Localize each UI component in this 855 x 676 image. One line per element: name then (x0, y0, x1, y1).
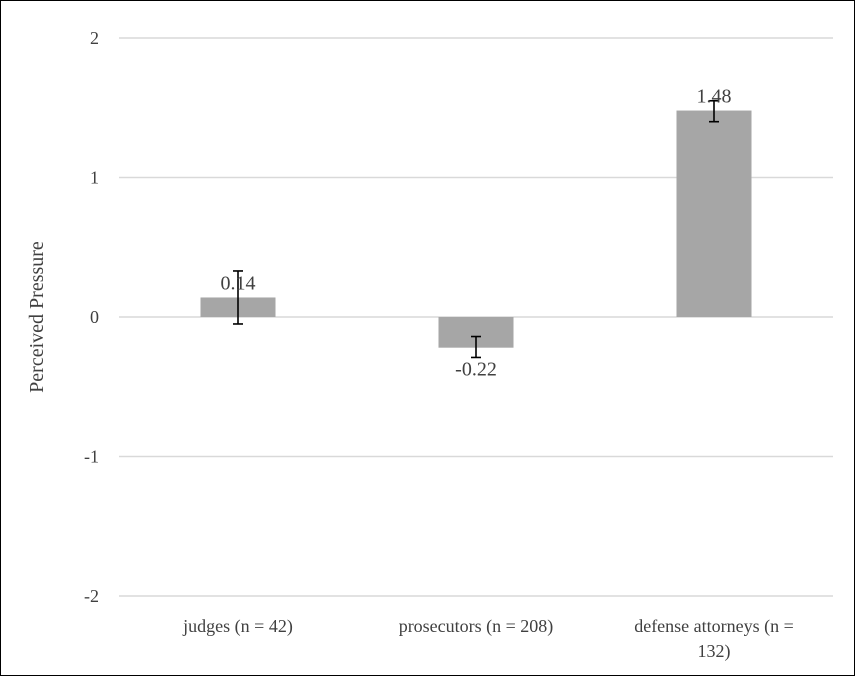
x-category-labels: judges (n = 42) prosecutors (n = 208) defe… (182, 616, 794, 662)
bar (676, 110, 752, 317)
y-tick-label: -1 (84, 447, 99, 467)
error-bar (471, 335, 481, 359)
y-tick-label: -2 (84, 586, 99, 606)
x-category-label-line: defense attorneys (n = (634, 616, 794, 637)
x-category-label: judges (n = 42) (182, 616, 293, 637)
y-tick-labels: 2 1 0 -1 -2 (84, 28, 99, 606)
error-bar (233, 270, 243, 325)
x-category-label: defense attorneys (n = 132) (634, 616, 794, 662)
error-bar (709, 99, 719, 123)
y-tick-label: 1 (90, 168, 99, 188)
y-tick-label: 0 (90, 307, 99, 327)
x-category-label-line: judges (n = 42) (182, 616, 293, 637)
y-tick-label: 2 (90, 28, 99, 48)
x-category-label-line: 132) (698, 641, 731, 662)
data-label: 0.14 (221, 272, 256, 294)
error-bars (233, 99, 719, 359)
data-label: -0.22 (455, 359, 497, 381)
data-label: 1.48 (697, 86, 732, 108)
x-category-label-line: prosecutors (n = 208) (399, 616, 554, 637)
x-category-label: prosecutors (n = 208) (399, 616, 554, 637)
y-axis-title: Perceived Pressure (26, 241, 48, 393)
bars (200, 110, 752, 348)
data-labels: 0.14 -0.22 1.48 (221, 86, 732, 381)
